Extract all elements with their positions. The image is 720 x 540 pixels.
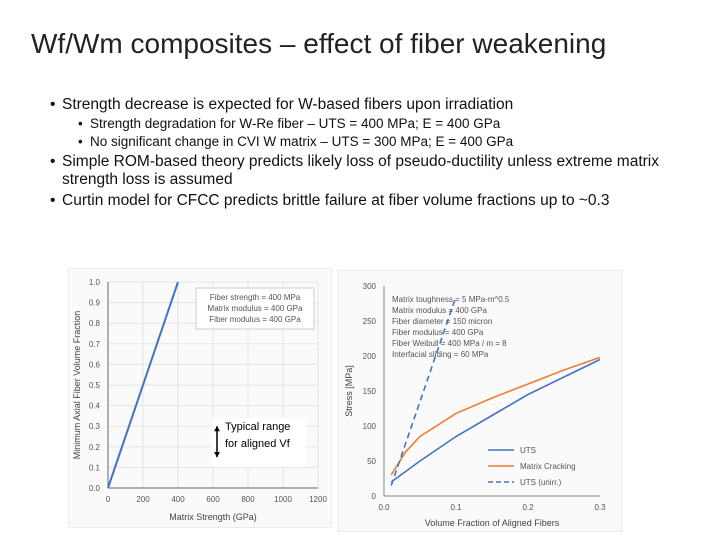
x-tick-label: 600 xyxy=(206,495,220,504)
chart-stress-vs-fraction: 0 50 100 150 200 250 300 0.0 0.1 0.2 0.3 Volume Fra… xyxy=(338,270,622,532)
slide-title: Wf/Wm composites – effect of fiber weake… xyxy=(31,28,607,59)
series-line xyxy=(390,296,457,486)
x-tick-label: 0.3 xyxy=(594,503,606,512)
y-tick-label: 0.2 xyxy=(89,443,101,452)
y-tick-label: 0.6 xyxy=(89,360,101,369)
x-tick-label: 0.1 xyxy=(450,503,462,512)
y-tick-label: 250 xyxy=(363,317,377,326)
y-tick-label: 0.9 xyxy=(89,299,101,308)
y-tick-label: 100 xyxy=(363,422,377,431)
x-tick-label: 400 xyxy=(171,495,185,504)
bullet-1: Strength decrease is expected for W-base… xyxy=(30,96,700,114)
annotation-line: Fiber diameter = 150 micron xyxy=(392,317,492,326)
chart-frame xyxy=(338,270,622,532)
legend-label: UTS xyxy=(520,446,536,455)
series-line xyxy=(390,358,601,483)
x-axis-label: Matrix Strength (GPa) xyxy=(169,512,257,522)
y-tick-label: 300 xyxy=(363,282,377,291)
y-tick-label: 0.0 xyxy=(89,484,101,493)
y-tick-label: 0.4 xyxy=(89,402,101,411)
y-tick-label: 150 xyxy=(363,387,377,396)
annotation-line: Matrix toughness = 5 MPa-m^0.5 xyxy=(392,295,510,304)
range-arrow-head-up xyxy=(214,426,220,432)
y-axis-label: Minimum Axial Fiber Volume Fraction xyxy=(72,311,82,460)
series-line xyxy=(107,281,179,489)
annotation-line: Matrix modulus = 400 GPa xyxy=(208,304,303,313)
range-label-bg xyxy=(212,418,306,468)
y-tick-label: 0.8 xyxy=(89,319,101,328)
x-tick-label: 1000 xyxy=(274,495,292,504)
x-tick-label: 0 xyxy=(106,495,111,504)
bullet-list: Strength decrease is expected for W-base… xyxy=(30,96,700,210)
y-tick-label: 0.1 xyxy=(89,463,101,472)
x-tick-label: 800 xyxy=(241,495,255,504)
legend-label: UTS (unirr.) xyxy=(520,478,562,487)
annotation-line: Fiber Weibull = 400 MPa / m = 8 xyxy=(392,339,507,348)
y-tick-label: 0.3 xyxy=(89,422,101,431)
y-tick-label: 0 xyxy=(372,492,377,501)
annotation-box xyxy=(195,287,315,330)
annotation-line: Interfacial sliding = 60 MPa xyxy=(392,350,489,359)
x-tick-label: 1200 xyxy=(309,495,327,504)
annotation-line: Fiber strength = 400 MPa xyxy=(210,293,301,302)
y-tick-label: 200 xyxy=(363,352,377,361)
range-label-line: Typical range xyxy=(225,421,290,433)
annotation-line: Fiber modulus = 400 GPa xyxy=(209,315,301,324)
annotation-line: Matrix modulus = 400 GPa xyxy=(392,306,487,315)
range-label-line: for aligned Vf xyxy=(225,438,291,450)
y-tick-label: 0.7 xyxy=(89,340,101,349)
y-tick-label: 0.5 xyxy=(89,381,101,390)
x-tick-label: 0.2 xyxy=(522,503,534,512)
x-axis-label: Volume Fraction of Aligned Fibers xyxy=(425,518,560,528)
sub-bullet-2: No significant change in CVI W matrix – … xyxy=(30,134,700,150)
sub-bullet-1: Strength degradation for W-Re fiber – UT… xyxy=(30,116,700,132)
y-tick-label: 50 xyxy=(367,457,376,466)
range-arrow-head-down xyxy=(214,452,220,458)
bullet-3: Curtin model for CFCC predicts brittle f… xyxy=(30,192,700,210)
series-line xyxy=(390,356,601,476)
x-tick-label: 200 xyxy=(136,495,150,504)
x-tick-label: 0.0 xyxy=(378,503,390,512)
y-tick-label: 1.0 xyxy=(89,278,101,287)
legend-label: Matrix Cracking xyxy=(520,462,576,471)
bullet-2: Simple ROM-based theory predicts likely … xyxy=(30,153,700,189)
chart-min-fiber-fraction: 0.0 0.1 0.2 0.3 0.4 0.5 0.6 0.7 0.8 0.9 1.0 0 200 400… xyxy=(68,268,332,528)
y-axis-label: Stress [MPa] xyxy=(344,365,354,417)
annotation-line: Fiber modulus = 400 GPa xyxy=(392,328,484,337)
